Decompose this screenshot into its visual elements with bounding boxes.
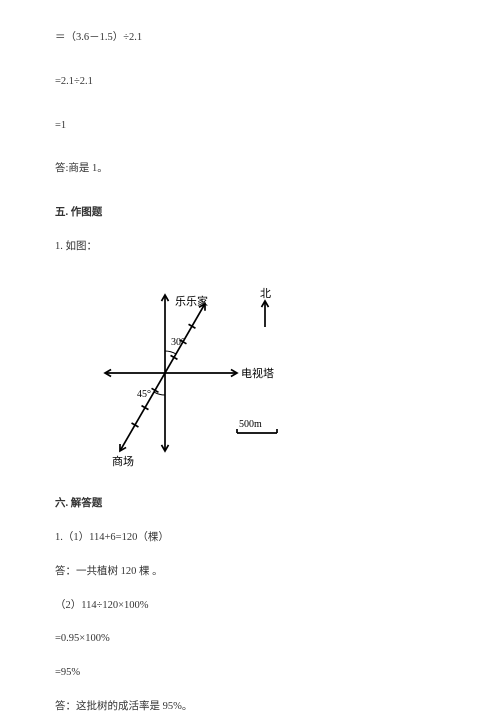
svg-text:45°: 45° bbox=[137, 389, 151, 400]
axis-diagram: 乐乐家电视塔商场 30° 45° 北 500m bbox=[69, 273, 289, 473]
svg-text:500m: 500m bbox=[239, 419, 262, 430]
s6-line-4: =0.95×100% bbox=[55, 631, 445, 647]
calc-step-3: =1 bbox=[55, 118, 445, 134]
diagram-container: 乐乐家电视塔商场 30° 45° 北 500m bbox=[69, 273, 445, 479]
section-6-title: 六. 解答题 bbox=[55, 496, 445, 512]
svg-text:商场: 商场 bbox=[112, 453, 134, 467]
calc-answer: 答:商是 1。 bbox=[55, 161, 445, 177]
section-5-title: 五. 作图题 bbox=[55, 205, 445, 221]
s6-line-3: （2）114÷120×100% bbox=[55, 598, 445, 614]
calc-step-1: ＝（3.6－1.5）÷2.1 bbox=[55, 30, 445, 46]
s6-line-5: =95% bbox=[55, 665, 445, 681]
svg-text:电视塔: 电视塔 bbox=[241, 366, 274, 380]
s6-line-1: 1.（1）114+6=120（棵） bbox=[55, 530, 445, 546]
svg-text:乐乐家: 乐乐家 bbox=[175, 294, 208, 308]
calc-step-2: =2.1÷2.1 bbox=[55, 74, 445, 90]
svg-text:北: 北 bbox=[260, 287, 271, 300]
section-5-item-1: 1. 如图： bbox=[55, 239, 445, 255]
s6-line-2: 答：一共植树 120 棵 。 bbox=[55, 564, 445, 580]
svg-text:30°: 30° bbox=[171, 337, 185, 348]
